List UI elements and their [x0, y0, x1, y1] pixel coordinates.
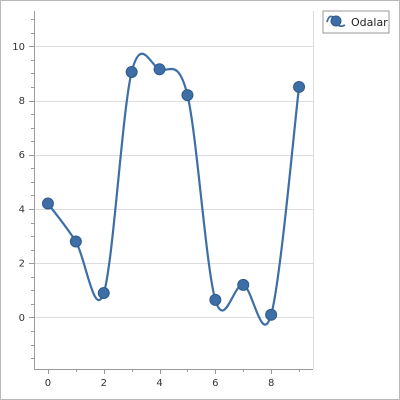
- y-tick-label: 4: [19, 204, 25, 215]
- x-tick-label: 2: [101, 378, 107, 389]
- data-point: [209, 293, 222, 306]
- x-tick-label: 0: [45, 378, 51, 389]
- axes: 0 2 4 6 8 10 0 2 4 6 8: [12, 11, 313, 389]
- data-point: [97, 287, 110, 300]
- legend-box: [322, 10, 390, 34]
- plot-background: [34, 11, 313, 369]
- plot-area: [34, 11, 313, 369]
- series-layer: [41, 52, 306, 326]
- data-point: [181, 89, 194, 102]
- y-tick-label: 8: [19, 96, 25, 107]
- data-point: [237, 278, 250, 291]
- data-point: [153, 63, 166, 76]
- x-tick-label: 8: [268, 378, 274, 389]
- y-tick-label: 0: [19, 313, 25, 324]
- y-tick-label: 10: [12, 42, 25, 53]
- data-point: [265, 308, 278, 321]
- data-point: [293, 80, 306, 93]
- y-tick-label: 6: [19, 150, 25, 161]
- data-point: [125, 66, 138, 79]
- data-point: [69, 235, 82, 248]
- x-tick-label: 4: [156, 378, 162, 389]
- gridlines: [34, 11, 314, 369]
- legend-marker-icon: [330, 15, 342, 27]
- x-tick-label: 6: [212, 378, 218, 389]
- legend-label: Odalar: [351, 16, 388, 29]
- data-point: [41, 197, 54, 210]
- legend[interactable]: Odalar: [322, 10, 390, 34]
- y-tick-label: 2: [19, 259, 25, 270]
